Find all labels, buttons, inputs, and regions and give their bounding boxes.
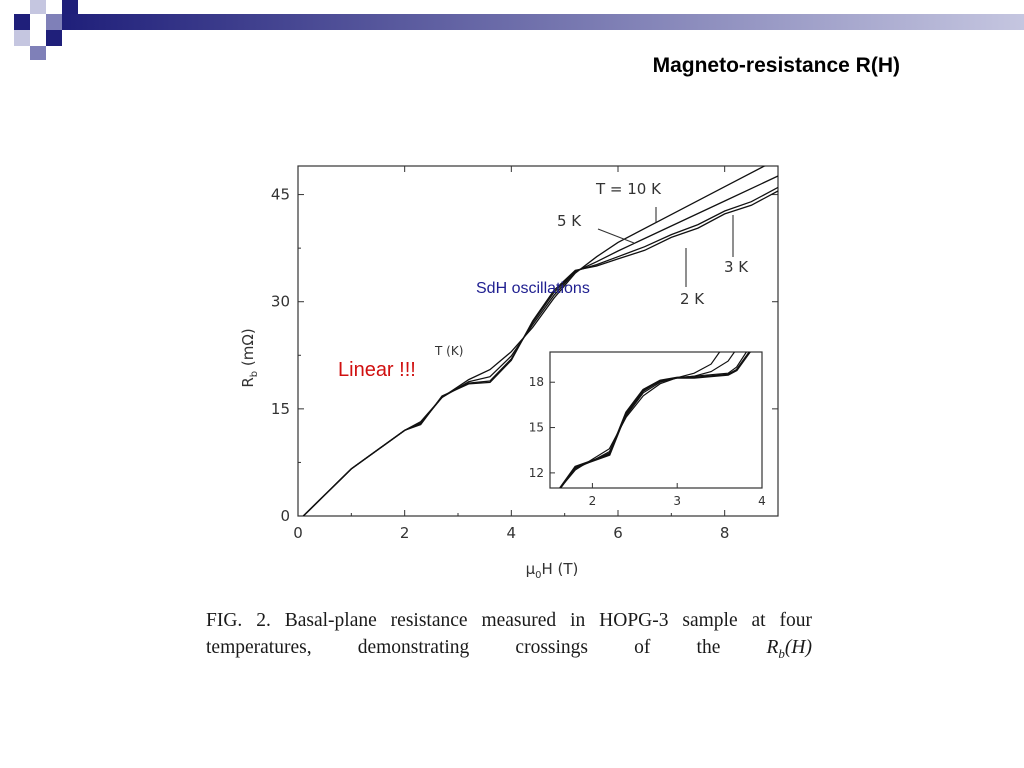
series-label: 5 K bbox=[557, 212, 582, 230]
slide-decoration bbox=[14, 0, 1024, 60]
inset-x-tick-label: 2 bbox=[589, 494, 597, 508]
series-label: T = 10 K bbox=[595, 180, 662, 198]
inset-x-tick-label: 4 bbox=[758, 494, 766, 508]
caption-text: FIG. 2. Basal-plane resistance measured … bbox=[206, 610, 812, 658]
legend-title: T (K) bbox=[434, 344, 463, 358]
slide-title: Magneto-resistance R(H) bbox=[652, 54, 900, 77]
inset-x-tick-label: 3 bbox=[673, 494, 681, 508]
deco-square bbox=[46, 30, 62, 46]
inset-series-line bbox=[559, 352, 751, 488]
sdh-annotation: SdH oscillations bbox=[476, 280, 590, 297]
x-tick-label: 0 bbox=[293, 524, 303, 542]
caption-math: Rb(H) bbox=[766, 637, 813, 661]
y-tick-label: 30 bbox=[271, 293, 290, 311]
linear-annotation: Linear !!! bbox=[338, 359, 416, 381]
y-axis-label: Rb (mΩ) bbox=[239, 328, 260, 387]
main-plot-frame bbox=[297, 165, 779, 517]
deco-square bbox=[14, 14, 30, 30]
magnetoresistance-chart: 0 2 4 6 8 0 15 30 45 μ0H (T) Rb (mΩ) T = 10 K 5 K 3 K… bbox=[239, 165, 779, 581]
deco-square bbox=[62, 0, 78, 14]
inset-y-tick-label: 15 bbox=[529, 421, 544, 435]
deco-square bbox=[30, 46, 46, 60]
deco-square bbox=[46, 14, 62, 30]
x-axis-label: μ0H (T) bbox=[526, 560, 579, 581]
inset-y-tick-label: 12 bbox=[529, 466, 544, 480]
x-tick-label: 8 bbox=[720, 524, 730, 542]
inset-y-tick-label: 18 bbox=[529, 375, 544, 389]
deco-square bbox=[30, 0, 46, 14]
deco-square bbox=[14, 30, 30, 46]
x-tick-label: 4 bbox=[507, 524, 517, 542]
series-label: 2 K bbox=[680, 290, 705, 308]
figure-caption: FIG. 2. Basal-plane resistance measured … bbox=[206, 607, 812, 667]
y-tick-label: 45 bbox=[271, 186, 290, 204]
y-tick-label: 0 bbox=[280, 507, 290, 525]
series-line bbox=[302, 190, 778, 516]
series-label: 3 K bbox=[724, 258, 749, 276]
series-leader-line bbox=[597, 228, 635, 244]
y-tick-label: 15 bbox=[271, 400, 290, 418]
header-rule bbox=[62, 14, 1024, 30]
x-tick-label: 6 bbox=[613, 524, 623, 542]
x-tick-label: 2 bbox=[400, 524, 410, 542]
